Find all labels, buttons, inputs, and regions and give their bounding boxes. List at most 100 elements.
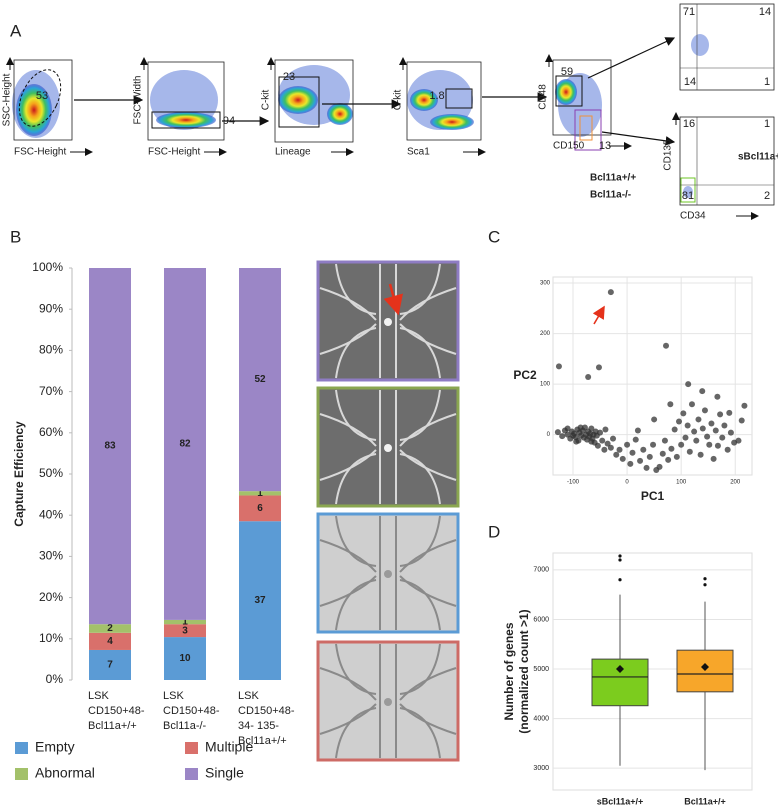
gate-label: 59 [561,66,573,78]
channel [399,287,457,321]
point [738,417,745,424]
y-axis-label: Number of genes [502,622,516,720]
y-axis-label: Capture Efficiency [12,421,26,527]
gate [18,69,62,127]
channel [335,327,377,379]
category-label: Bcl11a-/- [163,720,207,732]
density-core [410,89,438,111]
point [607,289,614,296]
outlier [618,558,622,562]
mean-marker [616,665,624,674]
y-axis-label: C-kit [261,90,272,111]
point [701,407,708,414]
plot-area [552,552,753,791]
annotation-arrow [383,283,403,316]
point [585,374,592,381]
plot-frame [13,59,73,141]
point [671,426,678,433]
point [640,446,647,453]
point [710,455,717,462]
data-label: 1 [182,617,188,628]
point [721,422,728,429]
gate-label: 1.8 [429,90,444,102]
plot-frame [274,59,354,143]
point [682,434,689,441]
point [685,381,692,388]
bar-segment [164,268,206,620]
point [741,402,748,409]
bar-segment [89,649,131,680]
point [668,445,675,452]
data-label: 37 [254,595,266,606]
point [726,409,733,416]
y-axis-label: CD48 [538,84,549,110]
trap [384,444,392,452]
point [616,446,623,453]
point [665,456,672,463]
population-label: Bcl11a-/- [590,190,631,201]
category-label: CD150+48- [88,705,145,717]
x-axis-label: CD150 [553,141,585,152]
point [663,342,670,349]
y-tick-label: 0 [547,432,551,438]
x-axis-label: Sca1 [407,147,430,158]
channel [319,287,377,321]
data-label: 3 [182,625,188,636]
plot-frame [679,3,775,91]
bar-segment [239,521,281,680]
gate-label: 81 [682,190,694,202]
micrograph [316,386,460,508]
point [555,363,562,370]
category-label: sBcl11a+/+ [597,796,644,806]
point [570,432,577,439]
mean-marker [701,663,709,672]
data-label: 1 [257,488,263,499]
x-axis-label: PC1 [641,489,665,503]
gate [574,109,602,151]
density-cloud [691,34,709,56]
bar-segment [239,268,281,492]
point [634,427,641,434]
channel [335,453,377,505]
outlier [703,583,707,587]
density-core [278,86,318,114]
y-axis-label: SSC-Height [2,73,13,126]
population-label: sBcl11a+/+ [738,152,778,163]
bar-segment [89,268,131,625]
point [724,446,731,453]
density-core [555,79,577,105]
micrograph-bg [316,640,460,762]
y-tick-label: 3000 [533,765,549,772]
data-label: 7 [107,660,113,671]
data-label: 10 [179,653,191,664]
point [714,442,721,449]
category-label: Bcl11a+/+ [238,735,287,747]
x-tick-label: 200 [730,480,741,486]
point [604,440,611,447]
point [697,451,704,458]
point [619,455,626,462]
gate [151,111,221,129]
data-label: 6 [257,503,263,514]
point [719,434,726,441]
gate [555,75,583,107]
data-label: 4 [107,636,113,647]
channel [399,453,441,505]
point [727,429,734,436]
y-tick-label: 100% [32,260,63,274]
arrow [587,37,676,79]
x-tick-label: 100 [676,480,687,486]
point [699,388,706,395]
point [735,437,742,444]
point [695,416,702,423]
point [581,424,588,431]
point [680,410,687,417]
point [691,428,698,435]
point [554,429,561,436]
point [595,364,602,371]
point [597,429,604,436]
point [602,426,609,433]
trap [384,570,392,578]
bar-segment [89,632,131,650]
